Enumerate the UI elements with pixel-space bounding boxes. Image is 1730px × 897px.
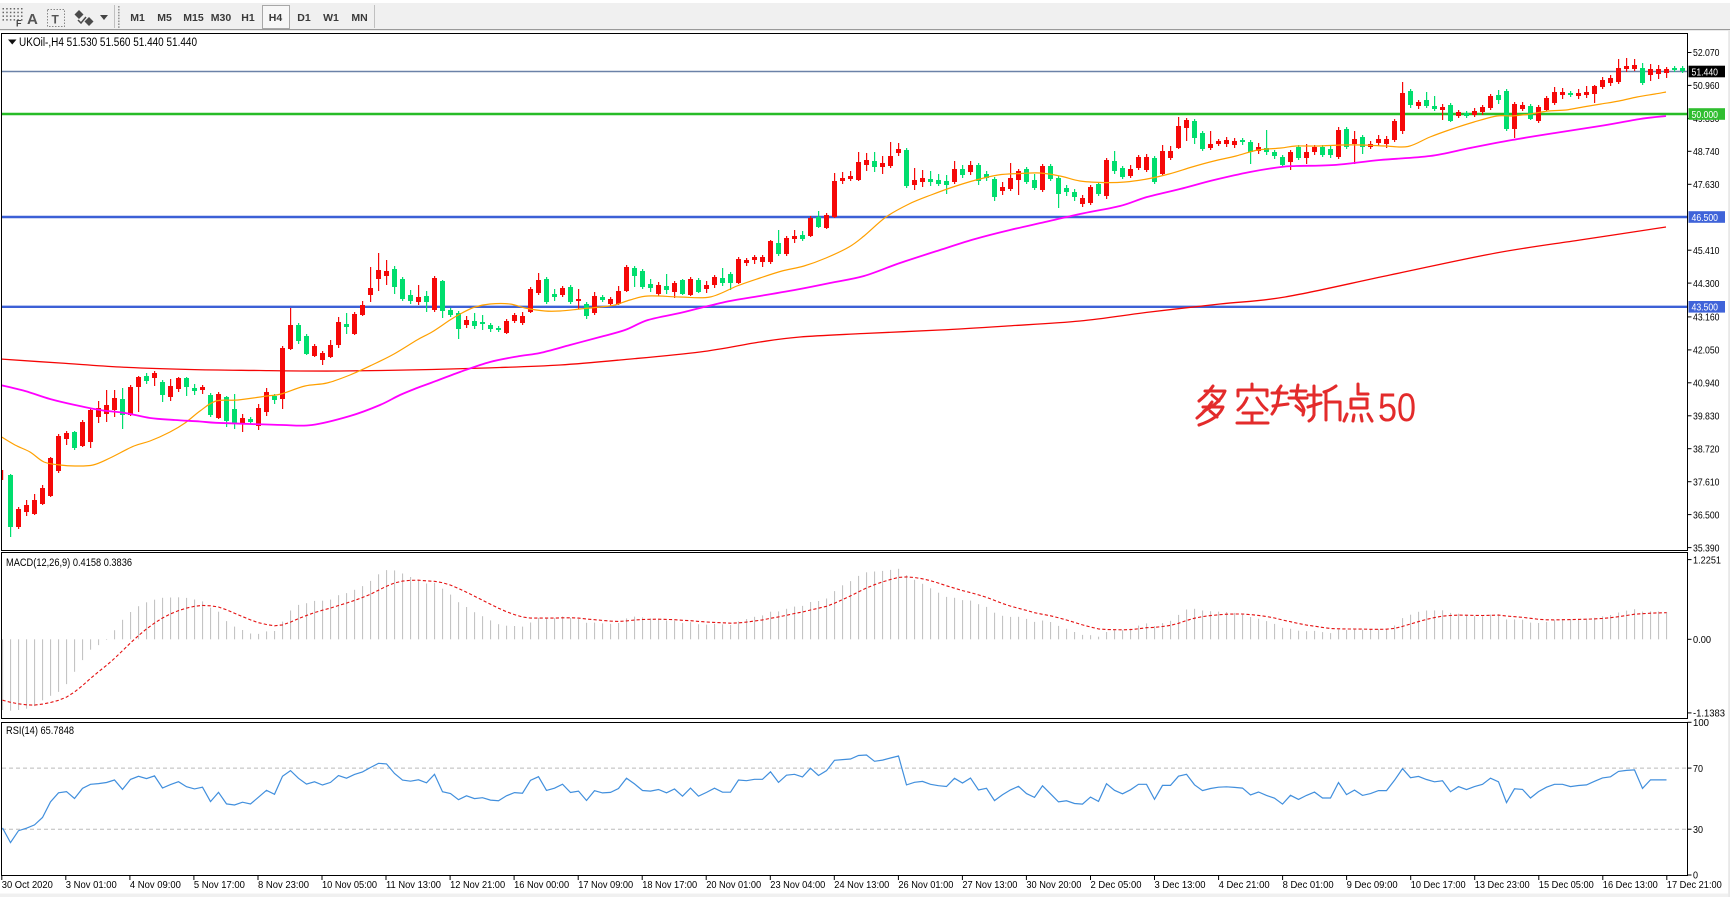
svg-text:UKOil-,H4 51.530 51.560 51.44: UKOil-,H4 51.530 51.560 51.440 51.440 bbox=[19, 37, 197, 49]
svg-text:8 Dec 01:00: 8 Dec 01:00 bbox=[1283, 880, 1334, 891]
svg-text:30: 30 bbox=[1693, 825, 1703, 836]
svg-text:MACD(12,26,9) 0.4158 0.3836: MACD(12,26,9) 0.4158 0.3836 bbox=[6, 557, 132, 569]
svg-text:F: F bbox=[16, 19, 22, 29]
svg-text:M30: M30 bbox=[211, 12, 232, 24]
svg-text:18 Nov 17:00: 18 Nov 17:00 bbox=[642, 880, 697, 891]
svg-text:M5: M5 bbox=[157, 12, 172, 24]
svg-text:H1: H1 bbox=[241, 12, 255, 24]
svg-text:44.300: 44.300 bbox=[1693, 279, 1720, 290]
svg-text:RSI(14) 65.7848: RSI(14) 65.7848 bbox=[6, 725, 74, 737]
svg-text:46.500: 46.500 bbox=[1692, 213, 1719, 224]
svg-text:30 Oct 2020: 30 Oct 2020 bbox=[2, 880, 53, 891]
svg-text:43.500: 43.500 bbox=[1692, 303, 1719, 314]
svg-text:39.830: 39.830 bbox=[1693, 412, 1720, 423]
svg-text:5 Nov 17:00: 5 Nov 17:00 bbox=[194, 880, 245, 891]
svg-text:30 Nov 20:00: 30 Nov 20:00 bbox=[1026, 880, 1081, 891]
svg-text:MN: MN bbox=[351, 12, 367, 24]
svg-text:27 Nov 13:00: 27 Nov 13:00 bbox=[962, 880, 1017, 891]
svg-text:43.160: 43.160 bbox=[1693, 313, 1720, 324]
svg-text:9 Dec 09:00: 9 Dec 09:00 bbox=[1347, 880, 1398, 891]
svg-text:3 Nov 01:00: 3 Nov 01:00 bbox=[66, 880, 117, 891]
svg-text:3 Dec 13:00: 3 Dec 13:00 bbox=[1155, 880, 1206, 891]
svg-text:10 Nov 05:00: 10 Nov 05:00 bbox=[322, 880, 377, 891]
svg-text:10 Dec 17:00: 10 Dec 17:00 bbox=[1411, 880, 1466, 891]
svg-text:42.050: 42.050 bbox=[1693, 346, 1720, 357]
svg-text:38.720: 38.720 bbox=[1693, 444, 1720, 455]
svg-text:0: 0 bbox=[1693, 871, 1698, 882]
svg-text:11 Nov 13:00: 11 Nov 13:00 bbox=[386, 880, 441, 891]
svg-text:24 Nov 13:00: 24 Nov 13:00 bbox=[834, 880, 889, 891]
svg-text:37.610: 37.610 bbox=[1693, 477, 1720, 488]
svg-text:70: 70 bbox=[1693, 764, 1703, 775]
svg-text:15 Dec 05:00: 15 Dec 05:00 bbox=[1539, 880, 1594, 891]
svg-text:50: 50 bbox=[1378, 386, 1416, 430]
svg-text:8 Nov 23:00: 8 Nov 23:00 bbox=[258, 880, 309, 891]
svg-text:2 Dec 05:00: 2 Dec 05:00 bbox=[1091, 880, 1142, 891]
svg-text:35.390: 35.390 bbox=[1693, 543, 1720, 554]
svg-text:23 Nov 04:00: 23 Nov 04:00 bbox=[770, 880, 825, 891]
svg-text:4 Nov 09:00: 4 Nov 09:00 bbox=[130, 880, 181, 891]
svg-text:51.440: 51.440 bbox=[1692, 67, 1719, 78]
svg-text:H4: H4 bbox=[269, 12, 283, 24]
svg-text:D1: D1 bbox=[297, 12, 311, 24]
svg-text:17 Nov 09:00: 17 Nov 09:00 bbox=[578, 880, 633, 891]
svg-text:45.410: 45.410 bbox=[1693, 246, 1720, 257]
svg-text:16 Dec 13:00: 16 Dec 13:00 bbox=[1603, 880, 1658, 891]
svg-text:52.070: 52.070 bbox=[1693, 48, 1720, 59]
svg-text:50.960: 50.960 bbox=[1693, 81, 1720, 92]
svg-text:1.2251: 1.2251 bbox=[1693, 555, 1721, 566]
svg-text:47.630: 47.630 bbox=[1693, 180, 1720, 191]
svg-text:-1.1383: -1.1383 bbox=[1693, 709, 1725, 720]
svg-text:12 Nov 21:00: 12 Nov 21:00 bbox=[450, 880, 505, 891]
svg-text:40.940: 40.940 bbox=[1693, 379, 1720, 390]
svg-text:0.00: 0.00 bbox=[1693, 635, 1711, 646]
svg-text:48.740: 48.740 bbox=[1693, 147, 1720, 158]
svg-text:26 Nov 01:00: 26 Nov 01:00 bbox=[898, 880, 953, 891]
svg-text:20 Nov 01:00: 20 Nov 01:00 bbox=[706, 880, 761, 891]
svg-text:M15: M15 bbox=[183, 12, 204, 24]
svg-text:4 Dec 21:00: 4 Dec 21:00 bbox=[1219, 880, 1270, 891]
svg-text:A: A bbox=[27, 11, 38, 28]
svg-text:16 Nov 00:00: 16 Nov 00:00 bbox=[514, 880, 569, 891]
svg-text:36.500: 36.500 bbox=[1693, 510, 1720, 521]
svg-text:13 Dec 23:00: 13 Dec 23:00 bbox=[1475, 880, 1530, 891]
svg-text:17 Dec 21:00: 17 Dec 21:00 bbox=[1667, 880, 1722, 891]
svg-text:100: 100 bbox=[1693, 718, 1709, 729]
svg-text:50.000: 50.000 bbox=[1692, 110, 1719, 121]
svg-text:T: T bbox=[52, 13, 60, 27]
svg-text:M1: M1 bbox=[130, 12, 145, 24]
svg-text:W1: W1 bbox=[323, 12, 339, 24]
